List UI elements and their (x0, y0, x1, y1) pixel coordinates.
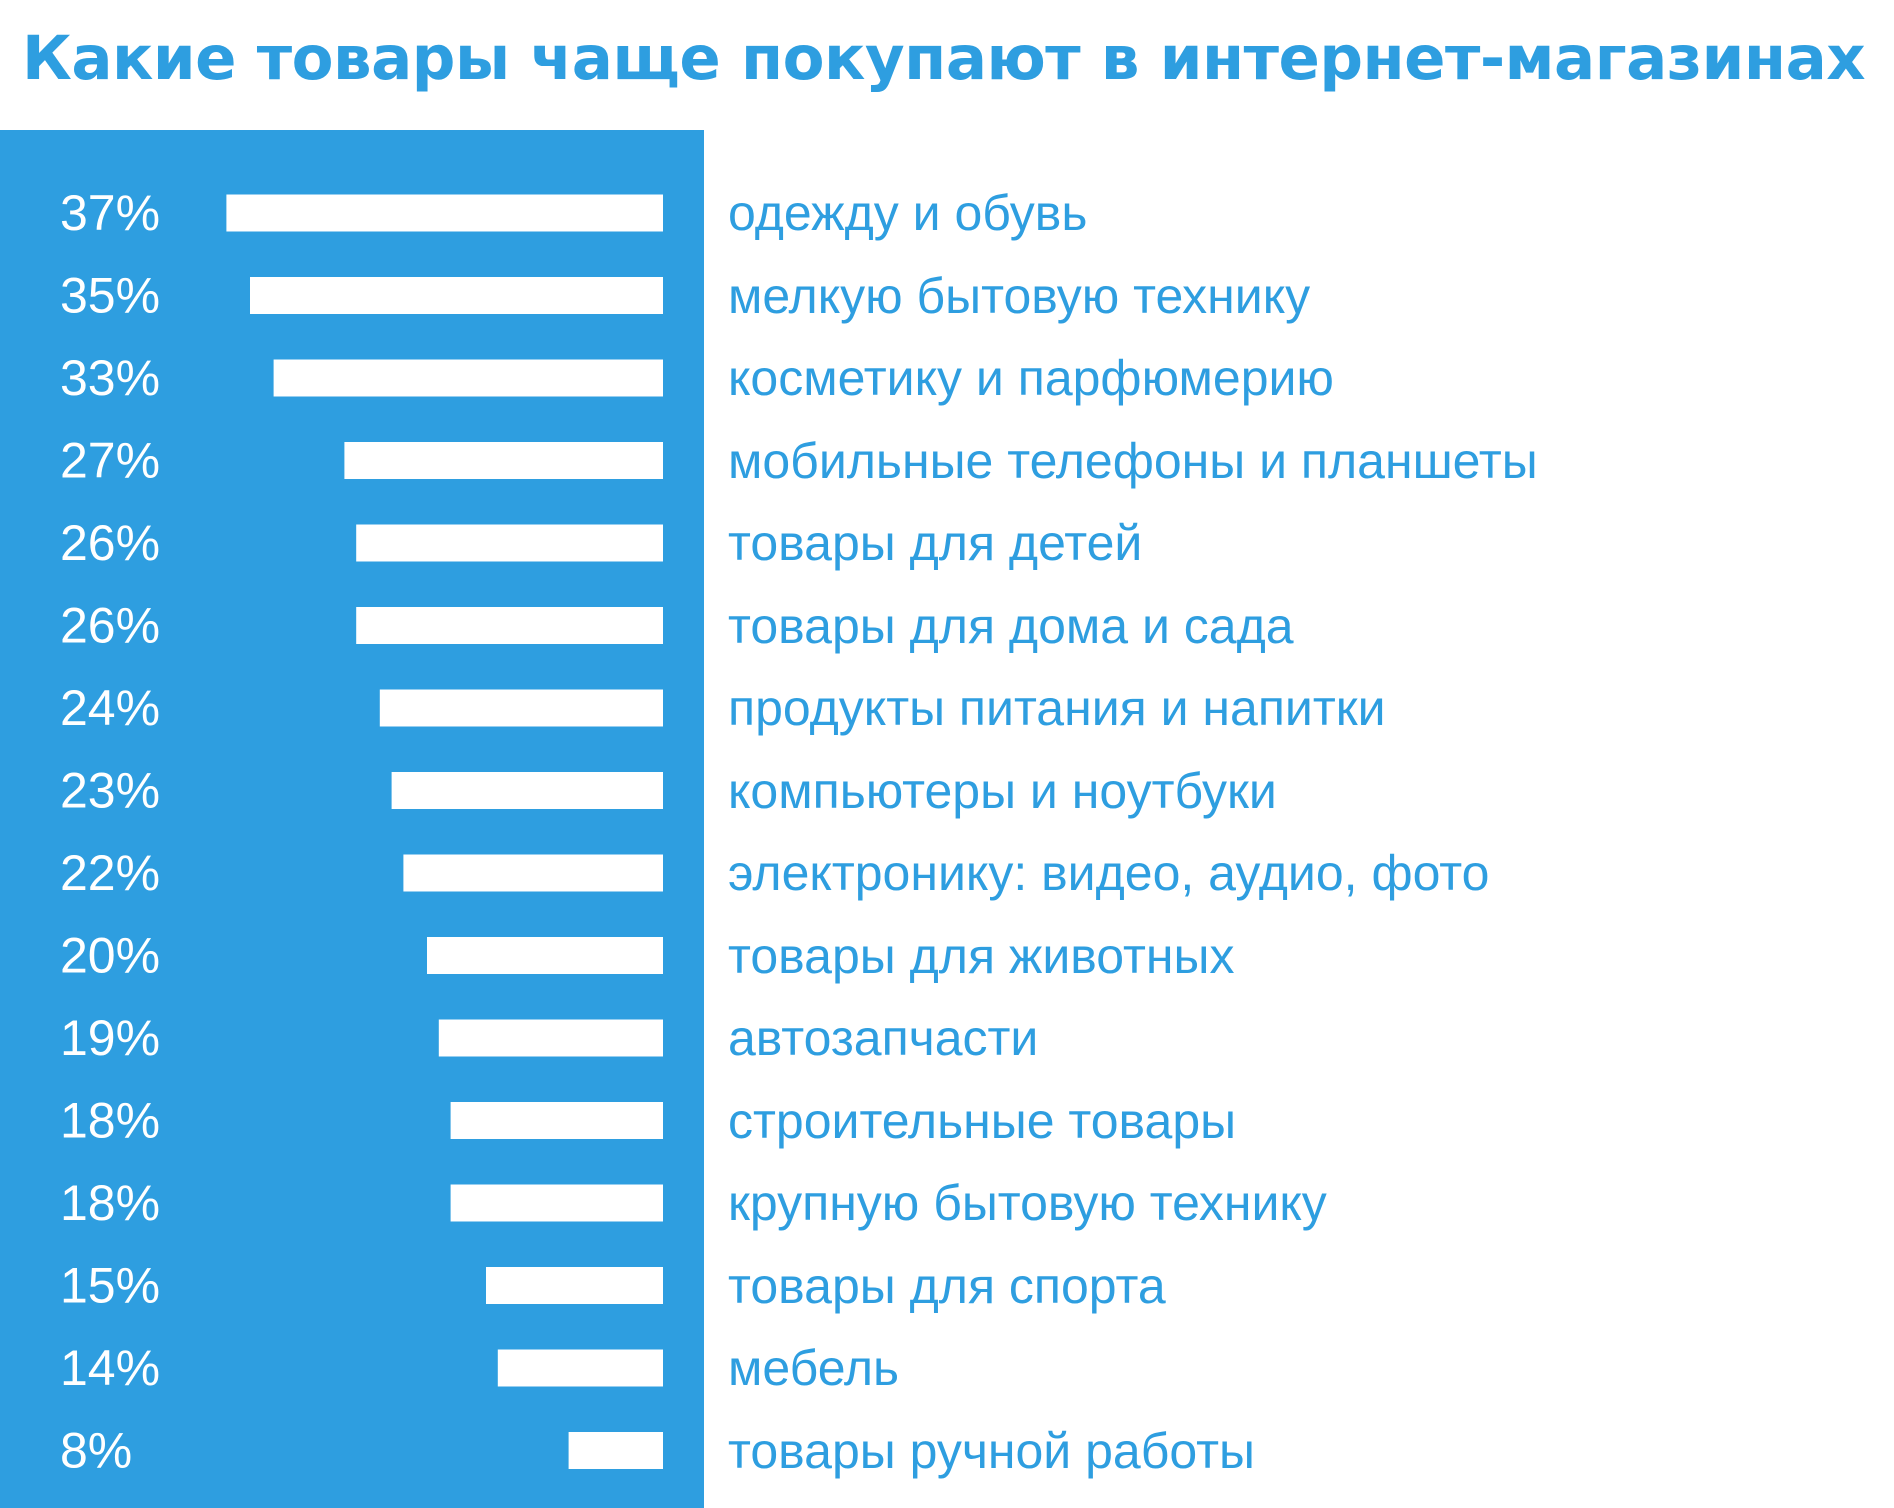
chart-panel: 37% 35% 33% 27% 26% 26% 24% 23% 22% 20% 19% 18% 18% 1… (0, 130, 704, 1508)
bar (450, 1102, 663, 1139)
value-label: 26% (60, 598, 160, 654)
bar-chart-svg: 37% 35% 33% 27% 26% 26% 24% 23% 22% 20% 19% 18% 18% 1… (0, 130, 704, 1508)
value-label: 15% (60, 1258, 160, 1314)
category-label: крупную бытовую технику (728, 1175, 1327, 1231)
value-labels-layer: 37% 35% 33% 27% 26% 26% 24% 23% 22% 20% 19% 18% 18% 1… (60, 185, 160, 1479)
value-label: 8% (60, 1423, 132, 1479)
category-label: мебель (728, 1340, 900, 1396)
value-label: 18% (60, 1175, 160, 1231)
value-label: 14% (60, 1340, 160, 1396)
value-label: 35% (60, 268, 160, 324)
value-label: 19% (60, 1010, 160, 1066)
category-label: строительные товары (728, 1092, 1237, 1149)
bar (403, 854, 663, 892)
category-label: товары ручной работы (728, 1422, 1255, 1479)
bar (497, 1349, 663, 1387)
category-labels: одежду и обувь мелкую бытовую технику косм… (728, 0, 1888, 1508)
category-label: продукты питания и напитки (728, 680, 1386, 736)
category-label: компьютеры и ноутбуки (728, 762, 1277, 819)
bar (379, 689, 663, 727)
value-label: 33% (60, 350, 160, 406)
bar (273, 359, 663, 397)
value-label: 37% (60, 185, 160, 241)
category-label: электронику: видео, аудио, фото (728, 845, 1490, 901)
bar (344, 442, 663, 479)
bar (486, 1267, 663, 1304)
value-label: 22% (60, 845, 160, 901)
category-label: товары для спорта (728, 1257, 1166, 1314)
bar (427, 937, 663, 974)
bar (250, 277, 663, 314)
value-label: 26% (60, 515, 160, 571)
chart-title: Какие товары чаще покупают в интернет-ма… (22, 23, 1866, 94)
category-label: товары для детей (728, 515, 1143, 571)
category-label: автозапчасти (728, 1010, 1039, 1066)
category-label: мобильные телефоны и планшеты (728, 432, 1538, 489)
value-label: 24% (60, 680, 160, 736)
category-label: товары для животных (728, 927, 1235, 984)
bar (356, 524, 663, 562)
bar (450, 1184, 663, 1222)
value-label: 20% (60, 928, 160, 984)
bar (356, 607, 663, 644)
bars-layer (226, 194, 663, 1469)
category-label: мелкую бытовую технику (728, 267, 1311, 324)
category-label: товары для дома и сада (728, 597, 1294, 654)
value-label: 18% (60, 1093, 160, 1149)
bar (438, 1019, 663, 1057)
bar (226, 194, 663, 232)
value-label: 23% (60, 763, 160, 819)
value-label: 27% (60, 433, 160, 489)
category-label: косметику и парфюмерию (728, 350, 1334, 406)
bar (568, 1432, 663, 1469)
category-label: одежду и обувь (728, 185, 1088, 241)
bar (391, 772, 663, 809)
